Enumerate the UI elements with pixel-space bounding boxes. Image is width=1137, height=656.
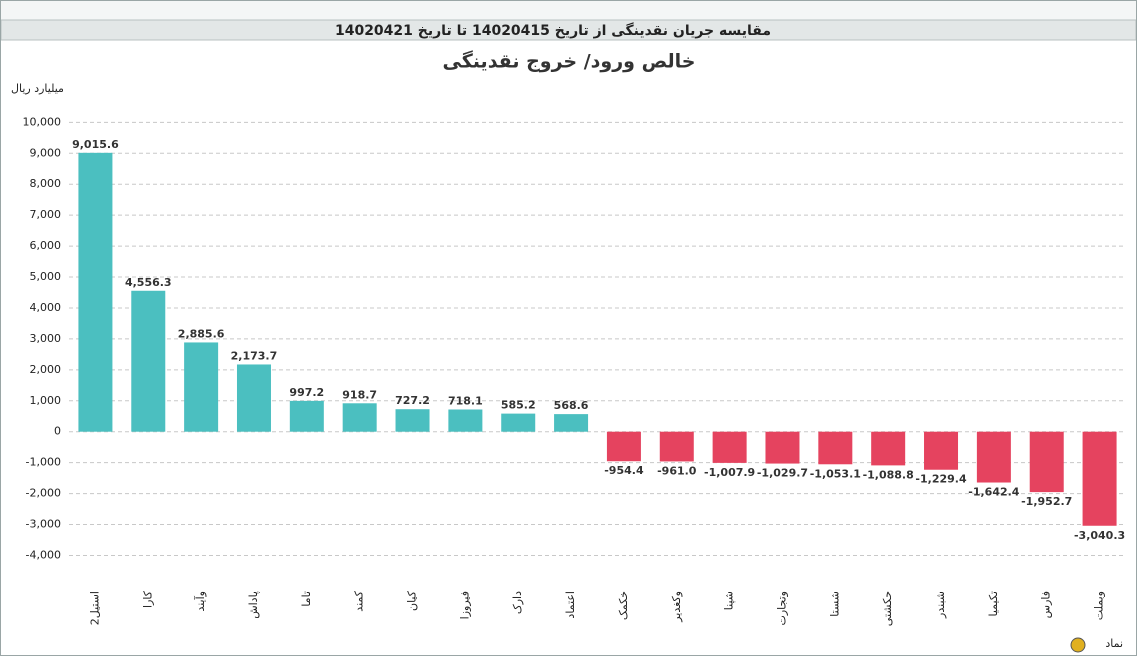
x-tick-label: فیروزا bbox=[458, 591, 471, 619]
chart-title: خالص ورود/ خروج نقدینگی bbox=[443, 50, 696, 73]
value-label: -1,088.8 bbox=[863, 468, 914, 481]
value-label: 585.2 bbox=[501, 399, 536, 412]
y-tick-label: 4,000 bbox=[30, 301, 62, 314]
bar bbox=[184, 342, 219, 432]
value-label: -3,040.3 bbox=[1074, 529, 1125, 542]
x-tick-label: حکشتی bbox=[881, 591, 894, 626]
y-tick-label: 10,000 bbox=[23, 115, 62, 128]
x-tick-label: وکغدیر bbox=[670, 591, 683, 623]
bar bbox=[659, 431, 694, 462]
x-tick-label: خکمک bbox=[617, 591, 630, 620]
value-label: -1,642.4 bbox=[968, 486, 1020, 499]
y-tick-label: 8,000 bbox=[30, 177, 62, 190]
bar bbox=[501, 413, 536, 432]
bar bbox=[1029, 431, 1064, 493]
value-label: 718.1 bbox=[448, 394, 483, 407]
value-label: 727.2 bbox=[395, 394, 430, 407]
y-tick-label: 7,000 bbox=[30, 208, 62, 221]
bar bbox=[924, 431, 959, 470]
y-tick-label: 5,000 bbox=[30, 270, 62, 283]
y-tick-label: -3,000 bbox=[26, 518, 61, 531]
value-label: -1,029.7 bbox=[757, 467, 808, 480]
value-label: -1,229.4 bbox=[915, 473, 967, 486]
header-title: مقایسه جریان نقدینگی از تاریخ 14020415 ت… bbox=[335, 22, 771, 39]
bar bbox=[606, 431, 641, 462]
value-label: -1,007.9 bbox=[704, 466, 755, 479]
bar bbox=[765, 431, 800, 464]
y-tick-label: 6,000 bbox=[30, 239, 62, 252]
bar bbox=[712, 431, 747, 463]
bar bbox=[236, 364, 271, 432]
bar bbox=[131, 290, 166, 432]
y-axis-label: میلیارد ریال bbox=[11, 82, 64, 95]
value-label: 2,885.6 bbox=[178, 327, 225, 340]
y-tick-label: 9,000 bbox=[30, 146, 62, 159]
y-tick-label: 3,000 bbox=[30, 332, 62, 345]
bar bbox=[289, 400, 324, 432]
value-label: -1,952.7 bbox=[1021, 495, 1072, 508]
value-label: 4,556.3 bbox=[125, 276, 172, 289]
y-tick-label: 1,000 bbox=[30, 394, 62, 407]
y-tick-label: -4,000 bbox=[26, 548, 61, 561]
y-tick-label: 0 bbox=[54, 425, 61, 438]
top-bar bbox=[1, 1, 1136, 20]
x-tick-label: تاما bbox=[300, 591, 313, 607]
bar bbox=[871, 431, 906, 466]
value-label: 918.7 bbox=[342, 388, 377, 401]
bar bbox=[78, 152, 113, 432]
x-tick-label: وآیند bbox=[193, 591, 207, 612]
icon[interactable] bbox=[1070, 637, 1086, 653]
x-tick-label: شستا bbox=[828, 591, 841, 617]
value-label: -954.4 bbox=[604, 464, 644, 477]
y-tick-label: 2,000 bbox=[30, 363, 62, 376]
bar bbox=[1082, 431, 1117, 526]
value-label: 2,173.7 bbox=[231, 349, 278, 362]
value-label: 9,015.6 bbox=[72, 138, 119, 151]
x-tick-label: اعتماد bbox=[564, 591, 577, 619]
bar bbox=[554, 414, 589, 432]
value-label: -961.0 bbox=[657, 464, 697, 477]
x-tick-label: وتجارت bbox=[775, 591, 788, 626]
y-tick-label: -2,000 bbox=[26, 487, 61, 500]
value-label: 997.2 bbox=[289, 386, 324, 399]
bar bbox=[448, 409, 483, 432]
bar bbox=[818, 431, 853, 465]
x-tick-label: شپنا bbox=[723, 591, 736, 610]
x-tick-label: دارک bbox=[511, 591, 524, 614]
x-tick-label: پاداش bbox=[247, 591, 260, 619]
bar bbox=[395, 409, 430, 432]
x-tick-label: کمند bbox=[353, 590, 366, 611]
x-tick-label: کارا bbox=[141, 590, 154, 608]
x-axis-label: نماد bbox=[1105, 637, 1123, 650]
header-bar bbox=[1, 19, 1136, 41]
x-tick-label: کیان bbox=[406, 590, 419, 611]
x-tick-label: فارس bbox=[1040, 591, 1053, 618]
x-tick-label: شبندر bbox=[934, 591, 947, 619]
bar bbox=[342, 403, 377, 432]
x-tick-label: تکیمیا bbox=[987, 591, 1000, 617]
value-label: 568.6 bbox=[554, 399, 589, 412]
x-tick-label: وبملت bbox=[1093, 591, 1106, 620]
value-label: -1,053.1 bbox=[810, 467, 861, 480]
x-tick-label: استیل2 bbox=[88, 591, 101, 625]
y-tick-label: -1,000 bbox=[26, 456, 61, 469]
bar bbox=[976, 431, 1011, 483]
